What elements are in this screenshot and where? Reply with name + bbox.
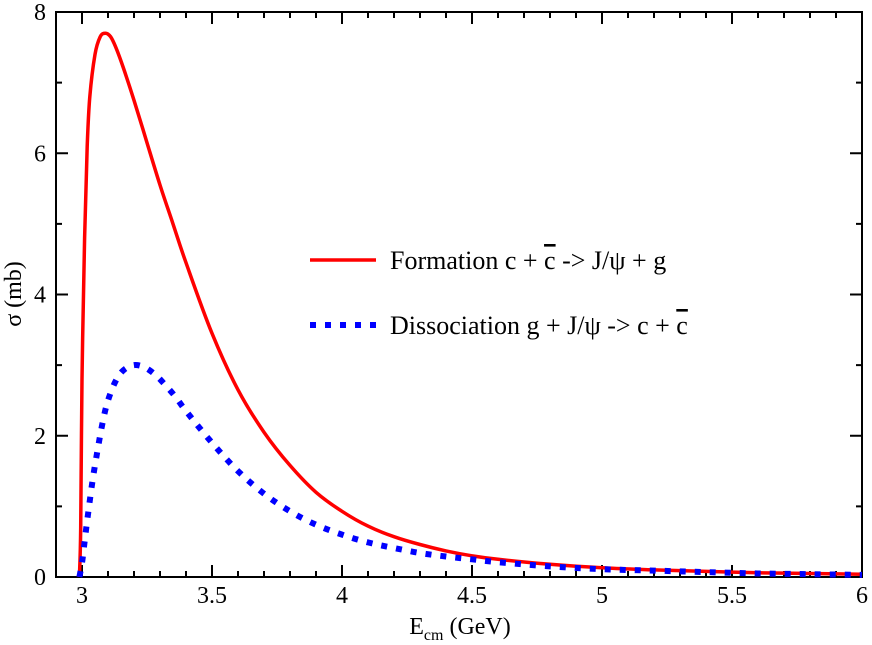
legend-dissociation-lead: Dissociation g + J/ψ -> c + (390, 311, 676, 340)
y-tick-label: 8 (34, 0, 46, 26)
x-tick-label: 4.5 (457, 583, 487, 609)
y-tick-label: 0 (34, 565, 46, 591)
x-tick-label: 5 (596, 583, 608, 609)
axis-ticks (56, 11, 863, 578)
plot-frame (55, 11, 863, 578)
legend-label-dissociation: Dissociation g + J/ψ -> c + c (390, 311, 688, 340)
x-axis-title-unit: (GeV) (443, 614, 510, 640)
series-line-dissociation (76, 362, 863, 578)
x-tick-label: 4 (336, 583, 348, 609)
data-curves (76, 31, 863, 578)
x-axis-title-sub: cm (424, 627, 444, 644)
x-axis-title-main: E (409, 614, 424, 640)
y-tick-label: 4 (34, 283, 46, 309)
legend-formation-tail: -> J/ψ + g (556, 246, 667, 275)
legend: Formation c + c -> J/ψ + g Dissociation … (310, 246, 688, 340)
x-tick-label: 3.5 (197, 583, 227, 609)
x-tick-label: 6 (856, 583, 868, 609)
y-tick-label: 6 (34, 141, 46, 167)
series-line-formation (77, 31, 863, 578)
x-axis-title: Ecm (GeV) (409, 614, 511, 644)
legend-formation-cbar: c (544, 246, 556, 275)
x-tick-label: 5.5 (717, 583, 747, 609)
legend-dissociation-cbar: c (676, 311, 688, 340)
x-tick-label: 3 (76, 583, 88, 609)
legend-formation-lead: Formation c + (390, 246, 544, 275)
y-tick-label: 2 (34, 424, 46, 450)
y-axis-title: σ (mb) (1, 261, 27, 327)
tick-labels: 3 3.5 4 4.5 5 5.5 6 0 2 4 6 8 (34, 0, 868, 609)
legend-label-formation: Formation c + c -> J/ψ + g (390, 246, 666, 275)
